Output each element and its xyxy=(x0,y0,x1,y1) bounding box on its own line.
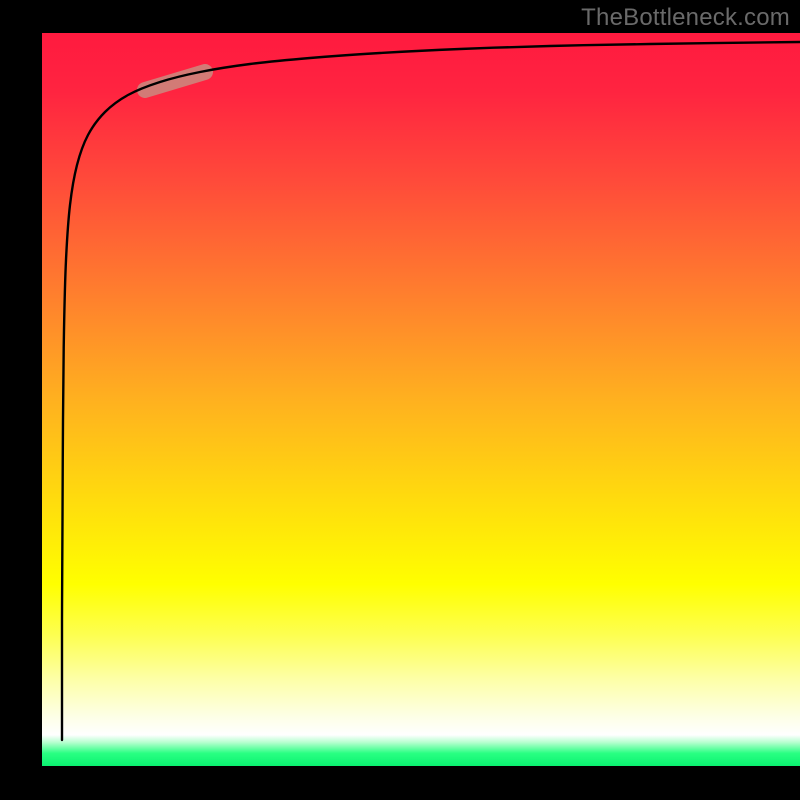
plot-background xyxy=(40,33,800,768)
watermark-text: TheBottleneck.com xyxy=(581,4,790,32)
chart-stage: TheBottleneck.com xyxy=(0,0,800,800)
chart-svg xyxy=(0,0,800,800)
